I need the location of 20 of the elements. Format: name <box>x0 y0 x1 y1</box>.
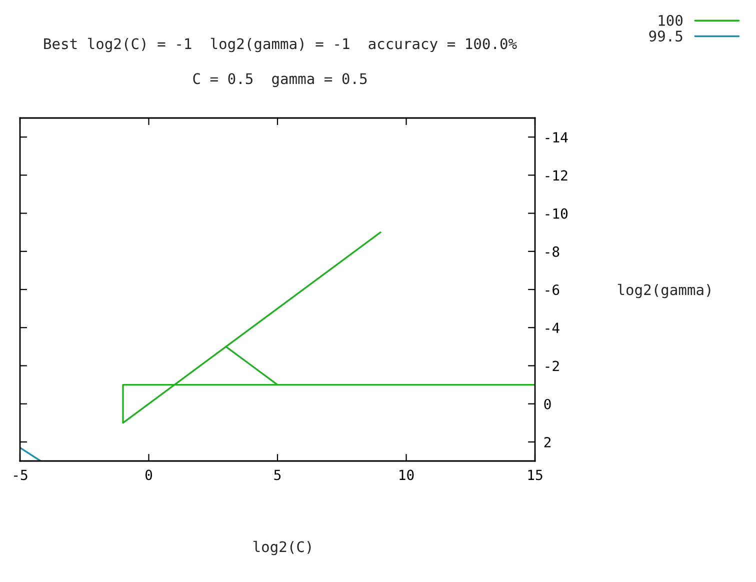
legend-label: 99.5 <box>649 30 682 42</box>
y-tick-label: -4 <box>546 322 560 333</box>
x-tick-label: 5 <box>274 470 281 480</box>
y-tick-label: 0 <box>544 398 551 410</box>
y-tick-label: -2 <box>546 360 559 372</box>
y-axis-title: log2(gamma) <box>618 284 710 298</box>
x-tick-label: 0 <box>145 470 152 480</box>
y-tick-label: -6 <box>546 284 560 296</box>
chart-title: Best log2(C) = -1 log2(gamma) = -1 accuracy = 100.0% <box>44 38 517 52</box>
legend-label: 100 <box>658 14 682 26</box>
x-axis-title: log2(C) <box>253 540 311 556</box>
chart-subtitle: C = 0.5 gamma = 0.5 <box>193 73 367 88</box>
y-tick-label: -12 <box>546 170 568 180</box>
y-tick-label: 2 <box>544 436 551 448</box>
x-tick-label: -5 <box>14 470 28 480</box>
y-tick-label: -8 <box>546 246 560 257</box>
y-tick-label: -10 <box>546 208 568 219</box>
x-tick-label: 15 <box>528 470 542 480</box>
y-tick-label: -14 <box>546 132 568 142</box>
x-tick-label: 10 <box>400 470 414 480</box>
